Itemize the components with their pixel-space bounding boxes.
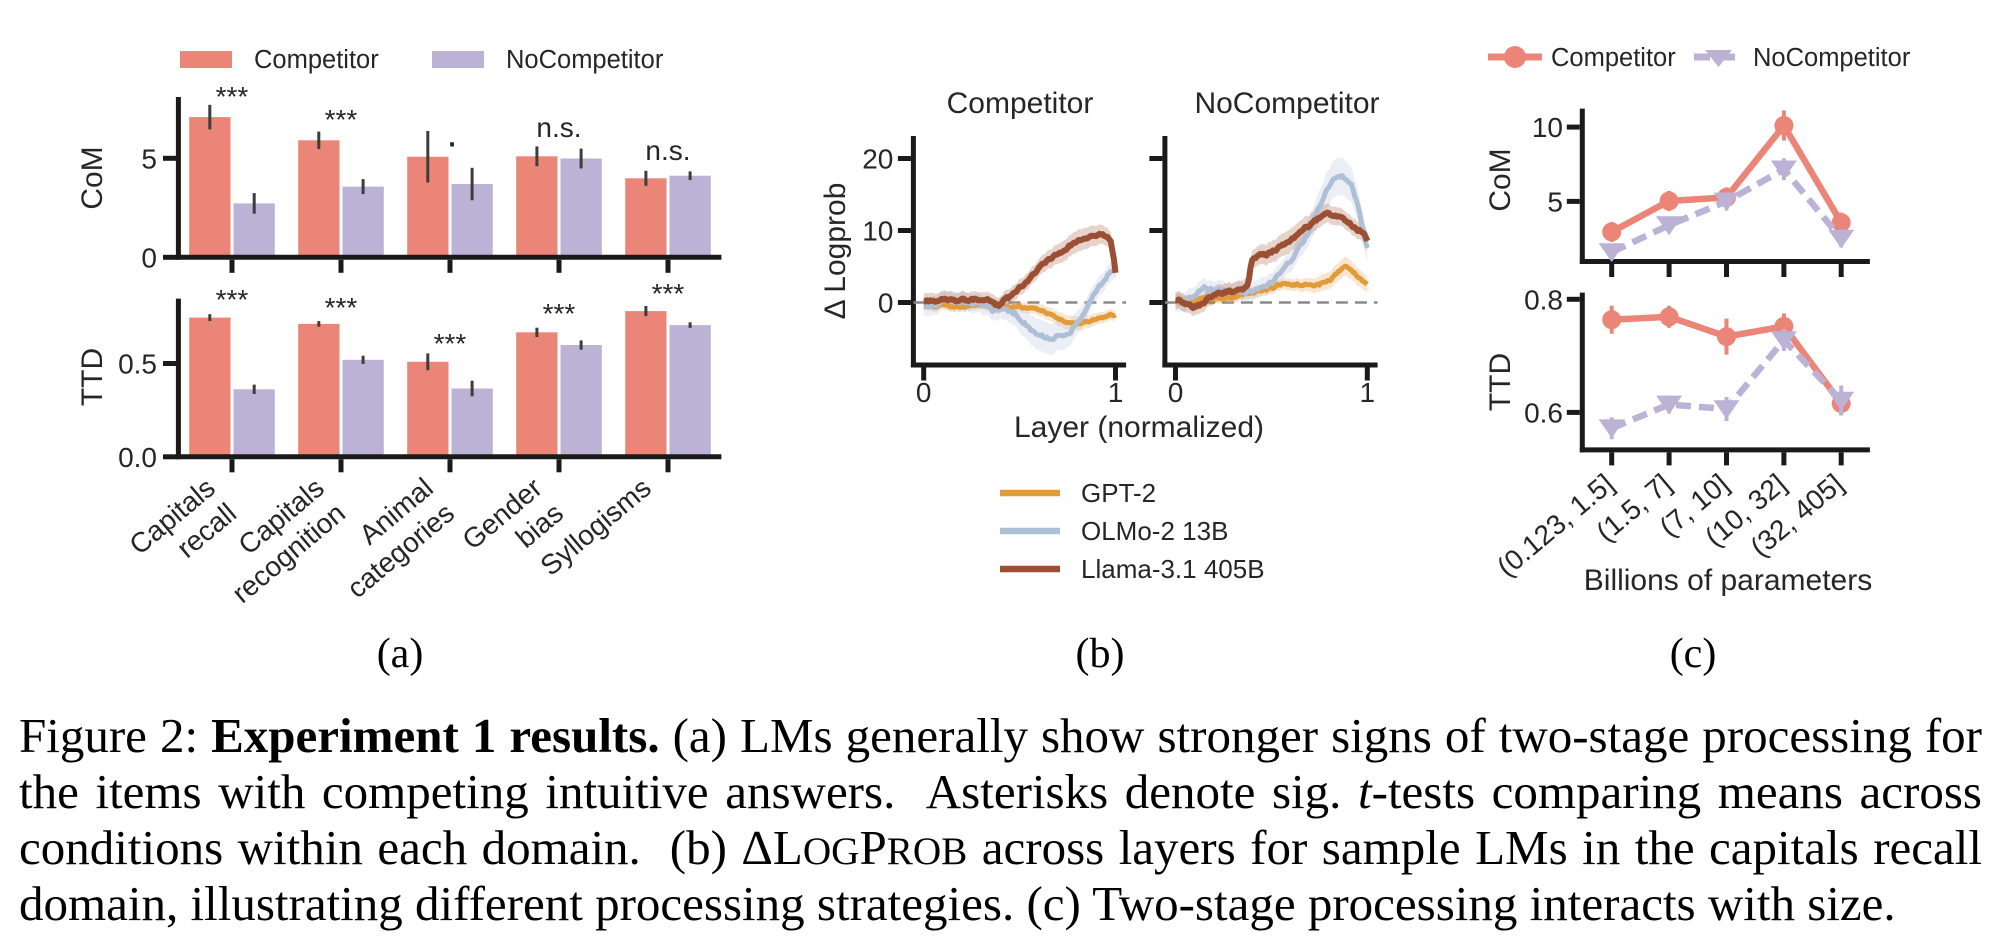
svg-text:GPT-2: GPT-2: [1081, 478, 1156, 508]
svg-text:***: ***: [325, 104, 358, 135]
svg-text:***: ***: [543, 298, 576, 329]
svg-text:Layer (normalized): Layer (normalized): [1014, 411, 1264, 444]
svg-text:Competitor: Competitor: [254, 46, 379, 74]
svg-text:***: ***: [652, 278, 685, 309]
svg-text:1: 1: [1360, 377, 1376, 408]
svg-text:5: 5: [141, 143, 157, 174]
svg-text:OLMo-2 13B: OLMo-2 13B: [1081, 516, 1228, 546]
svg-text:0.6: 0.6: [1524, 397, 1563, 428]
svg-text:Competitor: Competitor: [947, 87, 1094, 120]
svg-text:***: ***: [434, 328, 467, 359]
svg-text:NoCompetitor: NoCompetitor: [1194, 87, 1379, 120]
svg-text:TTD: TTD: [76, 348, 109, 406]
svg-text:Capitalsrecognition: Capitalsrecognition: [205, 472, 351, 609]
svg-text:Capitalsrecall: Capitalsrecall: [123, 472, 242, 586]
svg-text:***: ***: [325, 292, 358, 323]
svg-text:NoCompetitor: NoCompetitor: [1753, 44, 1911, 72]
svg-text:10: 10: [862, 216, 893, 247]
svg-text:NoCompetitor: NoCompetitor: [506, 46, 664, 74]
svg-text:0.0: 0.0: [118, 442, 157, 473]
svg-text:Δ Logprob: Δ Logprob: [819, 183, 852, 320]
svg-text:(a): (a): [377, 631, 424, 677]
svg-text:0.5: 0.5: [118, 349, 157, 380]
svg-text:***: ***: [216, 284, 249, 315]
svg-text:0: 0: [878, 288, 894, 319]
svg-text:(c): (c): [1670, 631, 1717, 677]
svg-text:n.s.: n.s.: [645, 135, 690, 166]
svg-text:(b): (b): [1076, 631, 1125, 677]
svg-text:0: 0: [1168, 377, 1184, 408]
svg-text:Animalcategories: Animalcategories: [320, 472, 460, 604]
svg-text:Llama-3.1 405B: Llama-3.1 405B: [1081, 554, 1265, 584]
svg-text:CoM: CoM: [1484, 148, 1517, 211]
svg-text:TTD: TTD: [1484, 353, 1517, 411]
svg-text:Competitor: Competitor: [1551, 44, 1676, 72]
svg-text:0: 0: [141, 242, 157, 273]
svg-text:0.8: 0.8: [1524, 284, 1563, 315]
svg-text:1: 1: [1108, 377, 1124, 408]
svg-text:n.s.: n.s.: [536, 112, 581, 143]
svg-text:20: 20: [862, 144, 893, 175]
svg-text:Billions of parameters: Billions of parameters: [1584, 564, 1872, 597]
svg-text:0: 0: [916, 377, 932, 408]
svg-text:CoM: CoM: [76, 146, 109, 209]
svg-text:5: 5: [1547, 186, 1563, 217]
svg-text:.: .: [446, 112, 457, 156]
svg-text:***: ***: [216, 81, 249, 112]
svg-text:10: 10: [1532, 112, 1563, 143]
